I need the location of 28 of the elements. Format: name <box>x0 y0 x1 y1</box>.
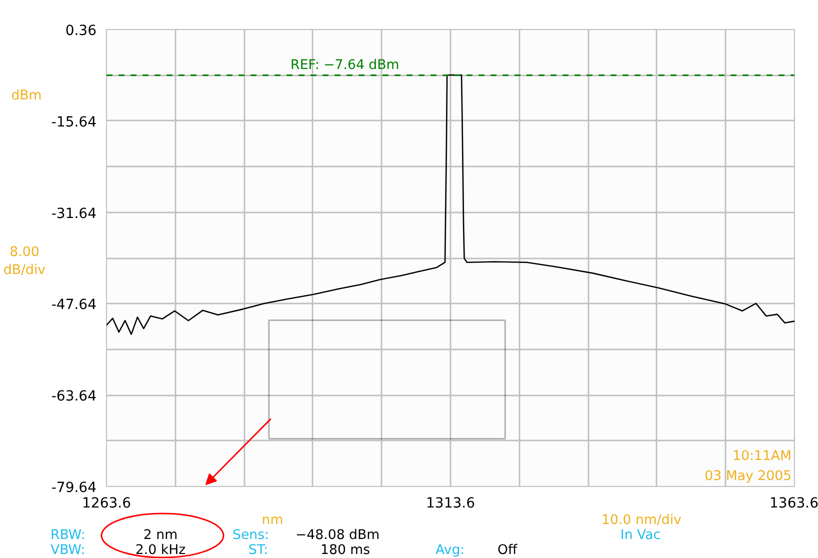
y-tick-label: 0.36 <box>65 23 97 39</box>
text: Off <box>498 543 518 558</box>
x-axis-title: nm <box>262 513 284 528</box>
text: 8.00 dB/div <box>3 244 46 278</box>
x-tick-label: 1263.6 <box>82 496 132 512</box>
x-tick-label: 1313.6 <box>426 496 476 512</box>
y-tick-label: -63.64 <box>51 388 97 405</box>
text: 180 ms <box>320 543 370 558</box>
y-tick-label: -31.64 <box>51 206 97 222</box>
y-tick-label: -79.64 <box>51 480 97 496</box>
text: VBW: <box>50 543 86 558</box>
annotation: 03 May 2005 <box>704 469 792 484</box>
y-tick-label: -47.64 <box>51 297 97 314</box>
text: 2 nm <box>143 528 178 543</box>
annotation: 10:11AM <box>732 449 792 464</box>
ref-line-label: REF: −7.64 dBm <box>290 58 400 74</box>
text: 10.0 nm/div <box>602 513 682 528</box>
text: 2.0 kHz <box>135 543 186 558</box>
y-tick-label: -15.64 <box>51 114 97 130</box>
text: In Vac <box>620 528 661 543</box>
text: −48.08 dBm <box>296 528 380 543</box>
text: Sens: <box>232 528 270 543</box>
y-axis-title: dBm <box>11 88 42 104</box>
text: RBW: <box>50 528 86 543</box>
line-series <box>106 74 794 335</box>
text: Avg: <box>436 543 465 558</box>
x-tick-label: 1363.6 <box>770 496 818 512</box>
text: ST: <box>248 543 268 558</box>
